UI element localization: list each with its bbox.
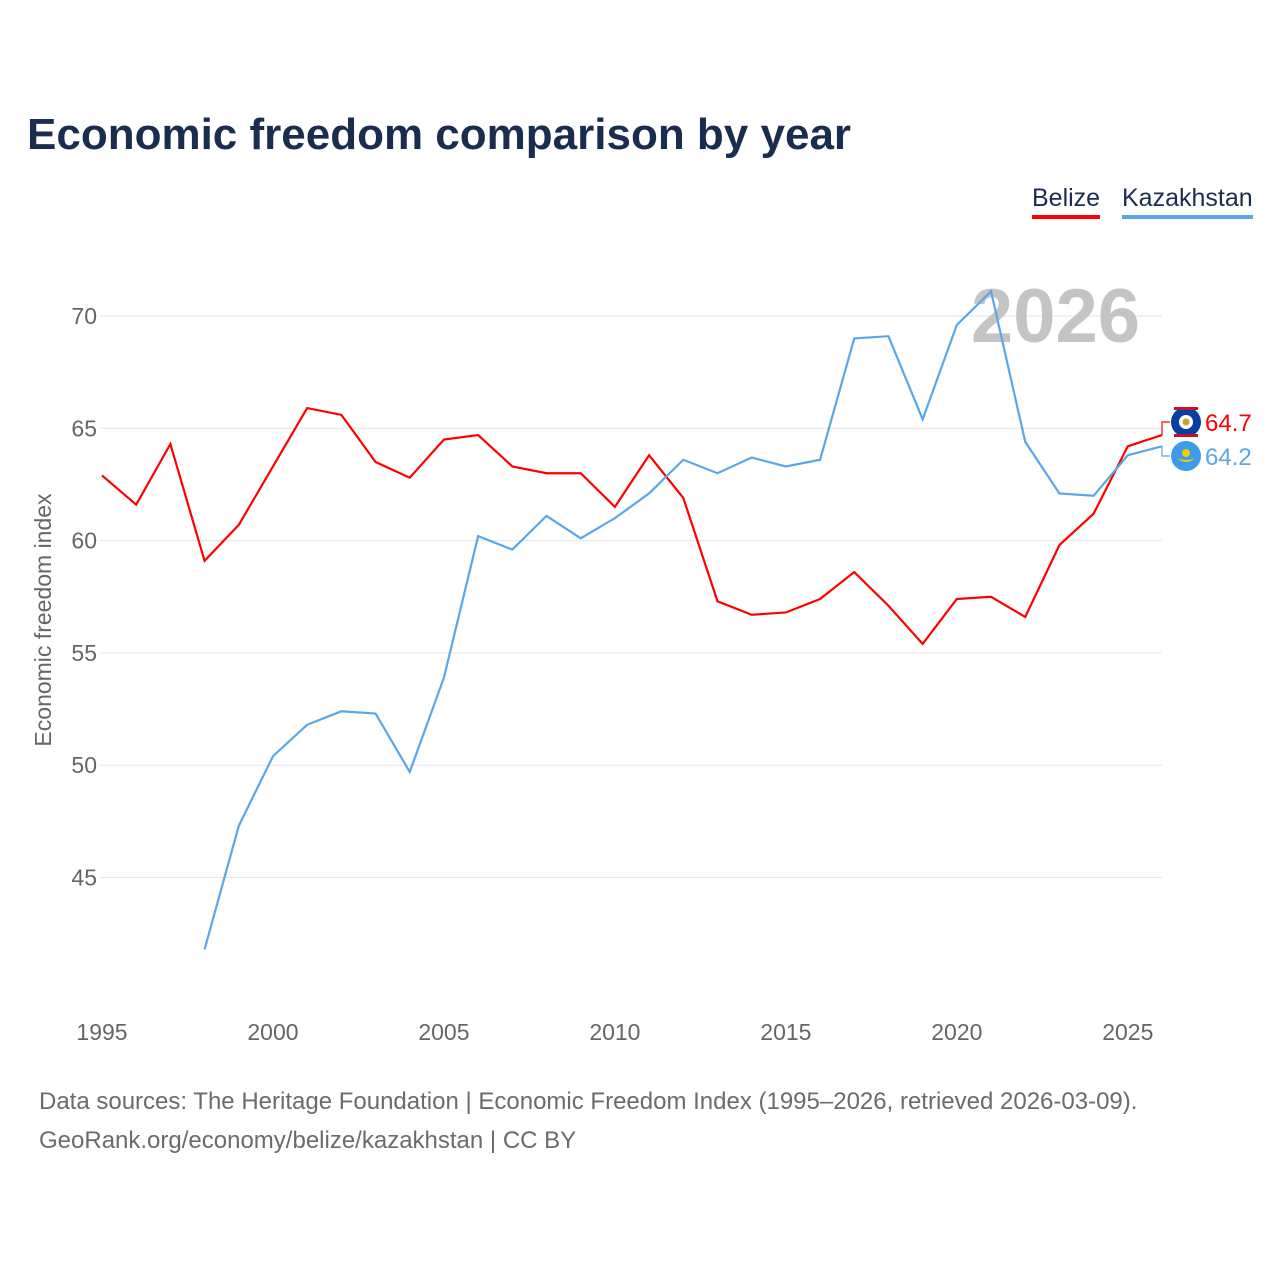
x-tick-label: 2015 <box>760 1019 811 1045</box>
y-tick-label: 45 <box>71 865 97 891</box>
footer-sources: Data sources: The Heritage Foundation | … <box>39 1088 1138 1115</box>
y-tick-label: 60 <box>71 528 97 554</box>
label-connector <box>1161 421 1170 436</box>
chart-title: Economic freedom comparison by year <box>27 110 852 159</box>
x-tick-label: 2020 <box>931 1019 982 1045</box>
y-axis-label: Economic freedom index <box>30 493 56 747</box>
y-tick-label: 50 <box>71 752 97 778</box>
y-tick-label: 65 <box>71 415 97 441</box>
belize-flag-icon <box>1171 407 1201 437</box>
x-tick-label: 2010 <box>589 1019 640 1045</box>
x-tick-label: 2000 <box>247 1019 298 1045</box>
year-watermark: 2026 <box>971 274 1140 359</box>
y-tick-label: 55 <box>71 640 97 666</box>
footer-credit: GeoRank.org/economy/belize/kazakhstan | … <box>39 1127 577 1154</box>
series-line-kazakhstan <box>203 289 1163 950</box>
legend-belize[interactable]: Belize <box>1032 184 1101 219</box>
kazakhstan-flag-icon <box>1171 441 1201 471</box>
x-tick-label: 2005 <box>418 1019 469 1045</box>
x-tick-label: 2025 <box>1102 1019 1153 1045</box>
y-tick-label: 70 <box>71 303 97 329</box>
x-tick-label: 1995 <box>76 1019 127 1045</box>
end-value-label: 64.7 <box>1205 410 1252 437</box>
series-line-belize <box>101 406 1163 646</box>
legend-kazakhstan[interactable]: Kazakhstan <box>1122 184 1253 219</box>
label-connector <box>1161 446 1170 457</box>
end-value-label: 64.2 <box>1205 444 1252 471</box>
